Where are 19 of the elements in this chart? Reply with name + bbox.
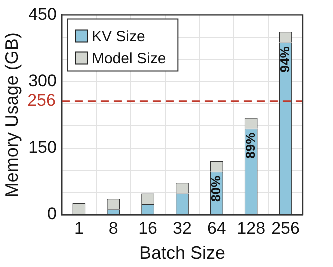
annotation: 80% xyxy=(208,176,224,202)
annotation: 89% xyxy=(242,132,258,159)
legend-label: Model Size xyxy=(92,50,166,68)
y-tick-label: 0 xyxy=(47,204,57,224)
x-tick-label: 1 xyxy=(74,218,84,238)
x-tick-label: 256 xyxy=(272,218,300,238)
y-tick-label: 450 xyxy=(28,4,57,24)
x-tick-label: 32 xyxy=(173,218,192,238)
y-tick-label: 300 xyxy=(28,71,57,90)
ref-line-label: 256 xyxy=(28,91,56,110)
legend-label: KV Size xyxy=(92,28,146,46)
x-tick-label: 64 xyxy=(207,218,226,238)
x-tick-label: 16 xyxy=(138,218,158,238)
y-axis-title: Memory Usage (GB) xyxy=(2,32,22,198)
y-tick-label: 150 xyxy=(28,138,57,158)
annotation: 94% xyxy=(277,46,292,73)
x-tick-label: 8 xyxy=(108,218,118,238)
x-tick-label: 128 xyxy=(237,218,266,238)
x-axis-title: Batch Size xyxy=(139,243,226,264)
